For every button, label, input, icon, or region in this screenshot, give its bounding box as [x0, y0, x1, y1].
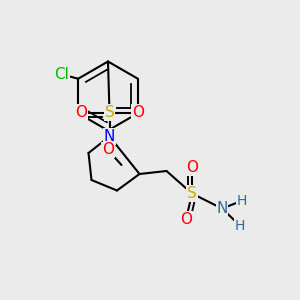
Text: S: S: [105, 105, 114, 120]
Text: O: O: [186, 160, 198, 175]
Text: S: S: [187, 186, 197, 201]
Text: Cl: Cl: [54, 67, 69, 82]
Text: O: O: [180, 212, 192, 227]
Text: H: H: [236, 194, 247, 208]
Text: N: N: [104, 129, 115, 144]
Text: O: O: [102, 142, 114, 158]
Text: O: O: [75, 105, 87, 120]
Text: O: O: [132, 105, 144, 120]
Text: N: N: [216, 201, 228, 216]
Text: H: H: [235, 219, 245, 232]
